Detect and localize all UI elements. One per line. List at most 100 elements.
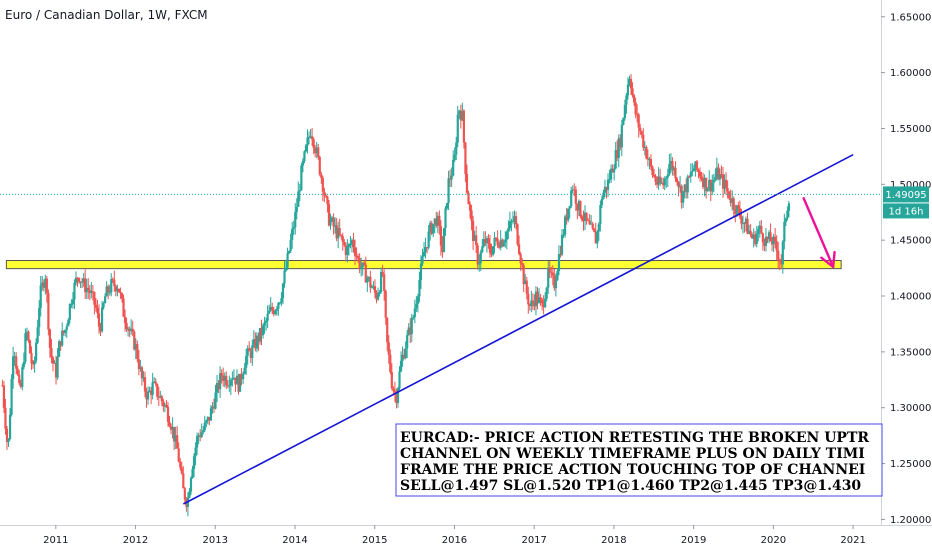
support-zone[interactable] xyxy=(5,259,842,270)
candle[interactable] xyxy=(530,290,533,313)
candle[interactable] xyxy=(153,377,156,384)
candle[interactable] xyxy=(478,254,481,272)
annotation-box[interactable]: EURCAD:- PRICE ACTION RETESTING THE BROK… xyxy=(395,423,883,497)
candle[interactable] xyxy=(314,144,317,158)
candle[interactable] xyxy=(51,356,55,372)
candle[interactable] xyxy=(386,317,389,352)
candle[interactable] xyxy=(203,415,206,433)
candle[interactable] xyxy=(114,284,117,297)
candle[interactable] xyxy=(662,177,665,189)
candle[interactable] xyxy=(7,438,10,448)
candle[interactable] xyxy=(608,169,611,184)
candle[interactable] xyxy=(671,157,674,176)
candle[interactable] xyxy=(312,137,315,155)
candle[interactable] xyxy=(521,258,524,271)
candle[interactable] xyxy=(19,379,22,389)
candle[interactable] xyxy=(162,398,165,412)
candle[interactable] xyxy=(507,220,510,240)
candle[interactable] xyxy=(47,289,50,336)
candle[interactable] xyxy=(173,426,176,450)
candle[interactable] xyxy=(189,476,193,495)
candle[interactable] xyxy=(13,351,16,366)
candle[interactable] xyxy=(159,390,162,399)
candle[interactable] xyxy=(373,279,377,299)
candle[interactable] xyxy=(767,230,771,244)
candle[interactable] xyxy=(196,432,199,455)
candle[interactable] xyxy=(82,273,85,287)
candle[interactable] xyxy=(605,186,608,199)
candle[interactable] xyxy=(206,416,209,425)
candle[interactable] xyxy=(485,236,488,253)
candle[interactable] xyxy=(689,163,692,183)
candle[interactable] xyxy=(741,215,745,234)
candle[interactable] xyxy=(593,227,596,233)
candle[interactable] xyxy=(600,195,603,209)
candle[interactable] xyxy=(24,328,27,365)
candle[interactable] xyxy=(573,183,576,197)
candle[interactable] xyxy=(695,159,699,173)
candle[interactable] xyxy=(660,177,663,185)
candle[interactable] xyxy=(421,248,424,266)
candle[interactable] xyxy=(180,461,183,475)
candle[interactable] xyxy=(381,264,384,278)
candle[interactable] xyxy=(311,128,314,147)
candle[interactable] xyxy=(504,231,507,248)
candle[interactable] xyxy=(266,305,269,329)
candle[interactable] xyxy=(183,486,186,503)
candle[interactable] xyxy=(360,257,363,277)
candle[interactable] xyxy=(31,360,35,369)
candle[interactable] xyxy=(697,168,700,179)
candle[interactable] xyxy=(399,351,403,373)
candle[interactable] xyxy=(654,173,657,186)
candle[interactable] xyxy=(392,386,395,395)
candle[interactable] xyxy=(533,294,536,311)
candle[interactable] xyxy=(435,211,438,229)
candle[interactable] xyxy=(758,220,761,238)
candle[interactable] xyxy=(91,284,94,301)
candle[interactable] xyxy=(787,200,791,218)
candle[interactable] xyxy=(711,174,714,196)
candle[interactable] xyxy=(425,246,429,254)
candle[interactable] xyxy=(332,213,335,235)
candle[interactable] xyxy=(458,109,461,120)
candle[interactable] xyxy=(514,211,518,230)
candle[interactable] xyxy=(145,387,148,408)
candle[interactable] xyxy=(165,400,168,408)
candle[interactable] xyxy=(467,190,470,205)
candle[interactable] xyxy=(245,348,248,375)
candle[interactable] xyxy=(416,293,420,313)
candle[interactable] xyxy=(226,379,229,389)
candle[interactable] xyxy=(265,317,268,331)
candle[interactable] xyxy=(672,165,676,176)
candle[interactable] xyxy=(219,366,222,398)
candle[interactable] xyxy=(459,104,462,129)
candle[interactable] xyxy=(577,199,580,217)
candle[interactable] xyxy=(229,377,232,395)
candle[interactable] xyxy=(70,299,73,309)
candle[interactable] xyxy=(50,339,53,364)
candle[interactable] xyxy=(614,142,617,170)
candle[interactable] xyxy=(99,322,102,337)
candle[interactable] xyxy=(384,289,387,325)
candle[interactable] xyxy=(536,287,539,310)
candle[interactable] xyxy=(636,104,639,123)
candle[interactable] xyxy=(484,231,487,246)
candle[interactable] xyxy=(205,419,208,428)
candle[interactable] xyxy=(335,217,338,242)
candle[interactable] xyxy=(746,212,749,235)
candle[interactable] xyxy=(378,289,381,297)
candle[interactable] xyxy=(242,371,245,384)
candle[interactable] xyxy=(554,273,557,297)
candle[interactable] xyxy=(519,251,522,271)
candle[interactable] xyxy=(769,223,772,242)
candle[interactable] xyxy=(398,366,401,391)
candle[interactable] xyxy=(648,156,651,170)
candle[interactable] xyxy=(611,164,614,173)
candle[interactable] xyxy=(277,302,280,316)
candle[interactable] xyxy=(419,255,423,289)
candle[interactable] xyxy=(700,171,703,182)
candle[interactable] xyxy=(731,190,734,211)
candle[interactable] xyxy=(570,186,573,209)
candle[interactable] xyxy=(194,442,197,466)
candle[interactable] xyxy=(104,293,107,304)
